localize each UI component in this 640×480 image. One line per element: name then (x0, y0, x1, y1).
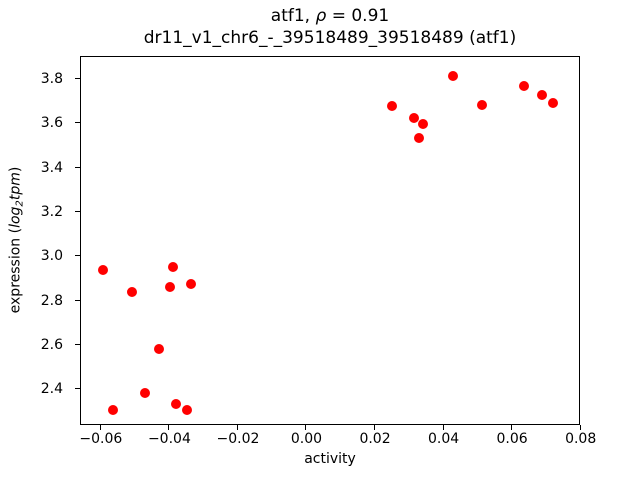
data-point (185, 279, 196, 290)
chart-title-prefix: atf1, (270, 6, 316, 26)
x-axis-tick-label: −0.06 (79, 431, 123, 447)
data-point (97, 265, 108, 276)
y-axis-tick-label: 3.0 (40, 248, 63, 265)
data-point (127, 286, 138, 297)
y-axis-tick (75, 299, 80, 301)
chart-title-correlation-value: = 0.91 (326, 6, 390, 26)
x-axis-tick-label: −0.02 (216, 431, 260, 447)
y-axis-label-prefix: expression ( (7, 227, 24, 314)
data-point (418, 119, 429, 130)
x-axis-tick (579, 425, 581, 430)
chart-title: atf1, ρ = 0.91 (80, 6, 580, 26)
x-axis-tick (442, 425, 444, 430)
x-axis-tick (305, 425, 307, 430)
data-point (386, 100, 397, 111)
data-point (170, 398, 181, 409)
chart-title-rho-symbol: ρ (315, 6, 327, 26)
x-axis-tick-label: 0.02 (359, 431, 391, 447)
data-point (537, 90, 548, 101)
x-axis-tick-label: 0.08 (565, 431, 597, 447)
x-axis-tick (374, 425, 376, 430)
data-point (182, 405, 193, 416)
data-point (447, 70, 458, 81)
y-axis-tick (75, 77, 80, 79)
y-axis-tick (75, 255, 80, 257)
y-axis-label-suffix: ) (7, 166, 24, 173)
y-axis-tick-label: 3.2 (40, 203, 63, 220)
data-point (168, 262, 179, 273)
data-point (409, 112, 420, 123)
data-point (413, 132, 424, 143)
data-point (154, 344, 165, 355)
y-axis-tick-label: 3.6 (40, 115, 63, 132)
y-axis-label-tpm: tpm (7, 172, 24, 201)
y-axis-tick (75, 210, 80, 212)
x-axis-tick-label: 0.06 (496, 431, 528, 447)
y-axis-tick-label: 3.8 (40, 70, 63, 87)
x-axis-label: activity (304, 451, 356, 467)
data-point (547, 97, 558, 108)
y-axis-tick-label: 2.8 (40, 292, 63, 309)
data-point (108, 405, 119, 416)
data-point (519, 80, 530, 91)
x-axis-tick (168, 425, 170, 430)
y-axis-tick (75, 166, 80, 168)
x-axis-tick (236, 425, 238, 430)
x-axis-tick-label: 0.00 (290, 431, 323, 447)
y-axis-label-log: log (7, 206, 24, 228)
y-axis-label: expression (log2tpm) (7, 167, 28, 314)
data-point (477, 100, 488, 111)
y-axis-tick (75, 388, 80, 390)
y-axis-tick (75, 122, 80, 124)
data-point (140, 388, 151, 399)
y-axis-tick (75, 344, 80, 345)
x-axis-tick-label: 0.04 (427, 431, 460, 447)
y-axis-tick-label: 3.4 (40, 159, 63, 176)
y-axis-tick-label: 2.4 (40, 381, 63, 398)
plot-area: −0.06 −0.04 −0.02 0.00 0.02 0.04 0.06 0.08 2.4 2.… (41, 56, 596, 447)
chart-subtitle: dr11_v1_chr6_-_39518489_39518489 (atf1) (143, 28, 517, 48)
data-point (164, 281, 175, 292)
x-axis-tick (511, 425, 513, 430)
x-axis-tick (99, 425, 101, 430)
y-axis-label-log-base: 2 (14, 200, 26, 207)
x-axis-tick-label: −0.04 (147, 431, 191, 447)
y-axis-tick-label: 2.6 (40, 337, 63, 353)
